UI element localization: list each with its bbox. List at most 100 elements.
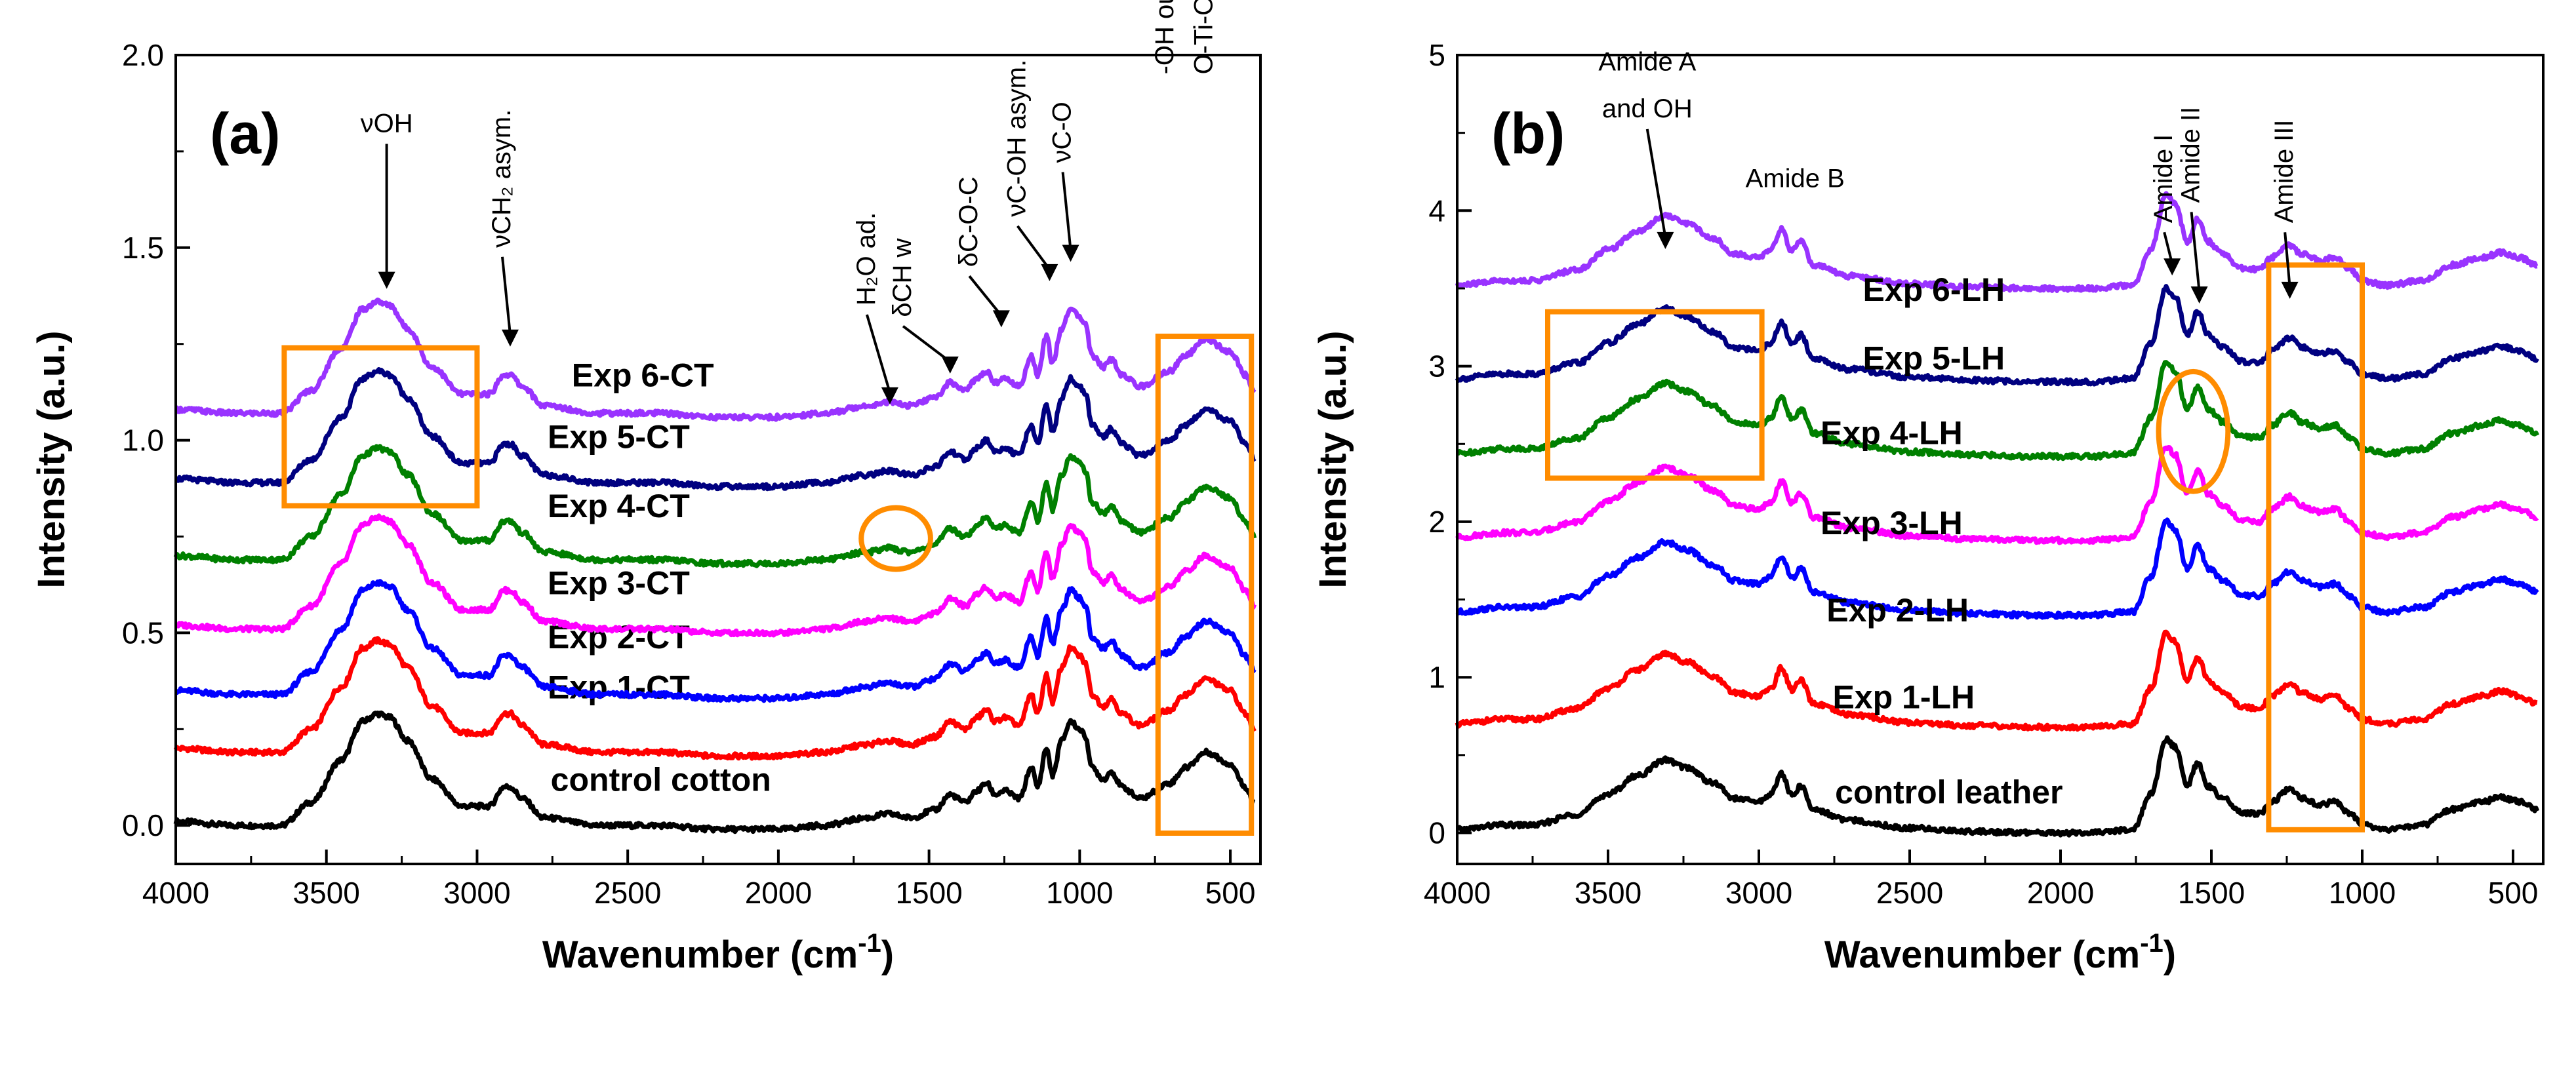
annotation-arrowhead-3 xyxy=(2163,258,2181,276)
annotation-arrowhead-0 xyxy=(378,271,395,289)
annotation-6: νC-O xyxy=(1048,102,1077,163)
x-tick-label: 3000 xyxy=(443,876,510,910)
annotation-5: Amide III xyxy=(2270,119,2299,223)
x-axis-title: Wavenumber (cm-1) xyxy=(542,929,894,976)
series-line-exp-3-ct xyxy=(174,513,1257,638)
y-tick-label: 4 xyxy=(1428,193,1445,227)
panel-label-a: (a) xyxy=(210,101,281,166)
series-label-exp-4-lh: Exp 4-LH xyxy=(1821,414,1963,451)
annotation-arrow-1 xyxy=(500,256,512,335)
y-tick-label: 3 xyxy=(1428,349,1445,383)
x-tick-label: 500 xyxy=(1205,876,1256,910)
annotation-arrowhead-6 xyxy=(1062,245,1079,262)
series-line-exp-2-ct xyxy=(174,579,1257,703)
annotation-arrowhead-3 xyxy=(941,356,959,374)
plot-frame-a xyxy=(174,54,1262,865)
x-tick-label: 4000 xyxy=(1424,876,1491,910)
annotation-1: and OH xyxy=(1602,94,1693,123)
annotation-4: δC-O-C xyxy=(954,176,983,267)
series-label-exp-3-ct: Exp 3-CT xyxy=(548,565,690,602)
highlight-ellipse-0 xyxy=(858,505,933,572)
series-label-exp-5-ct: Exp 5-CT xyxy=(548,418,690,455)
annotation-4: Amide II xyxy=(2177,107,2205,203)
series-line-exp-6-ct xyxy=(174,297,1257,422)
series-line-exp-5-ct xyxy=(174,367,1257,492)
series-line-exp-3-lh xyxy=(1455,445,2539,545)
panel-b: control leather Exp 1-LH Exp 2-LH Exp 3-LH E… xyxy=(1312,38,2545,976)
annotation-arrowhead-4 xyxy=(2190,286,2208,304)
annotation-2: H₂O ad. xyxy=(852,212,881,305)
series-label-exp-1-lh: Exp 1-LH xyxy=(1832,679,1975,716)
x-tick-label: 2500 xyxy=(1876,876,1943,910)
x-tick-label: 1500 xyxy=(895,876,962,910)
highlight-box-0 xyxy=(1545,309,1765,481)
annotation-arrowhead-1 xyxy=(1657,231,1674,249)
x-axis-title: Wavenumber (cm-1) xyxy=(1824,929,2176,976)
series-label-exp-6-ct: Exp 6-CT xyxy=(572,357,714,393)
annotation-arrow-2 xyxy=(865,314,891,393)
annotation-arrow-5 xyxy=(2284,232,2291,288)
y-tick-label: 0.0 xyxy=(122,808,164,842)
annotation-7: -OH out-of-plane; xyxy=(1150,0,1179,74)
annotation-0: νOH xyxy=(361,109,413,138)
series-line-control-cotton xyxy=(173,710,1256,834)
annotation-arrowhead-4 xyxy=(992,310,1010,328)
highlight-box-0 xyxy=(281,345,480,509)
annotation-0: Amide A xyxy=(1598,48,1696,77)
y-tick-label: 0.5 xyxy=(122,616,164,650)
annotation-3: Amide I xyxy=(2149,134,2178,224)
annotation-2: Amide B xyxy=(1746,165,1845,193)
series-line-control-leather xyxy=(1456,735,2540,838)
annotation-3: δCH w xyxy=(888,238,917,317)
highlight-box-1 xyxy=(2266,262,2365,832)
annotation-arrow-5 xyxy=(1016,225,1051,271)
series-label-exp-4-ct: Exp 4-CT xyxy=(548,488,690,524)
annotation-arrow-4 xyxy=(968,275,1003,317)
series-label-exp-6-lh: Exp 6-LH xyxy=(1862,271,2005,308)
annotation-arrowhead-5 xyxy=(1041,264,1058,281)
annotation-arrowhead-1 xyxy=(501,329,519,347)
series-line-exp-5-lh xyxy=(1455,284,2539,387)
series-line-exp-2-lh xyxy=(1455,517,2539,620)
y-tick-label: 2 xyxy=(1428,505,1445,539)
x-tick-label: 2000 xyxy=(745,876,812,910)
y-tick-label: 5 xyxy=(1428,38,1445,72)
x-tick-label: 3000 xyxy=(1725,876,1792,910)
series-label-control-cotton: control cotton xyxy=(551,761,771,798)
y-tick-label: 1 xyxy=(1428,660,1445,694)
series-line-exp-1-ct xyxy=(173,636,1257,761)
annotation-arrow-1 xyxy=(1645,128,1667,238)
annotation-arrow-3 xyxy=(902,324,951,363)
y-tick-label: 1.0 xyxy=(122,423,164,458)
annotation-arrowhead-5 xyxy=(2281,281,2299,299)
y-axis-title: Intensity (a.u.) xyxy=(1312,330,1354,588)
highlight-box-1 xyxy=(1155,333,1255,836)
y-tick-label: 1.5 xyxy=(122,231,164,265)
series-label-exp-5-lh: Exp 5-LH xyxy=(1862,340,2005,376)
series-label-exp-3-lh: Exp 3-LH xyxy=(1821,505,1963,541)
x-tick-label: 500 xyxy=(2488,876,2539,910)
series-line-exp-4-lh xyxy=(1456,360,2539,461)
annotation-arrowhead-2 xyxy=(881,387,898,404)
plot-frame-b xyxy=(1456,54,2545,865)
series-line-exp-1-lh xyxy=(1455,629,2539,732)
x-tick-label: 2500 xyxy=(594,876,661,910)
x-tick-label: 1000 xyxy=(2329,876,2396,910)
series-label-exp-1-ct: Exp 1-CT xyxy=(548,669,690,705)
annotation-5: νC-OH asym. xyxy=(1003,60,1032,217)
x-tick-label: 3500 xyxy=(1575,876,1641,910)
x-tick-label: 1500 xyxy=(2178,876,2245,910)
y-tick-label: 0 xyxy=(1428,816,1445,850)
y-tick-label: 2.0 xyxy=(122,38,164,72)
annotation-arrow-4 xyxy=(2190,212,2201,292)
series-line-exp-4-ct xyxy=(173,444,1257,568)
annotation-1: νCH₂ asym. xyxy=(487,109,516,248)
annotation-8: O-Ti-O xyxy=(1189,0,1218,74)
annotation-arrow-6 xyxy=(1061,172,1072,250)
x-tick-label: 1000 xyxy=(1046,876,1113,910)
x-tick-label: 3500 xyxy=(293,876,360,910)
series-label-control-leather: control leather xyxy=(1835,773,2063,810)
